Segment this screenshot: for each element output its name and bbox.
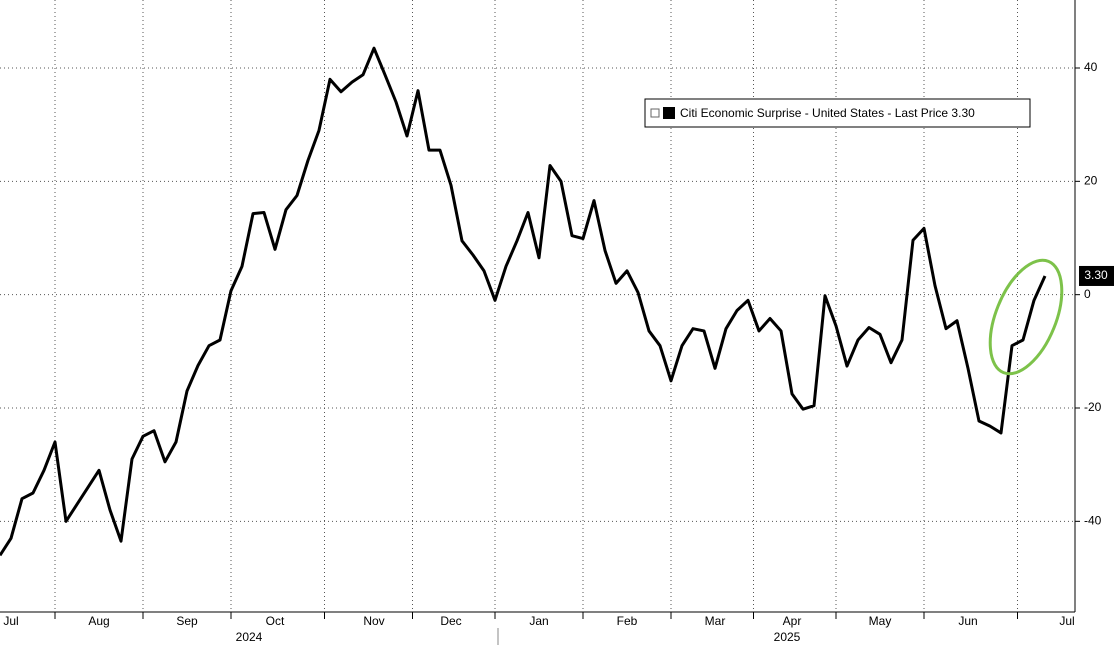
y-tick-label: -40 [1084, 514, 1102, 528]
x-tick-label: Apr [783, 614, 802, 628]
legend-box [644, 98, 1031, 128]
legend: Citi Economic Surprise - United States -… [644, 98, 1031, 128]
x-tick-label: Sep [176, 614, 198, 628]
x-tick-label: Feb [617, 614, 638, 628]
x-tick-label: May [869, 614, 892, 628]
y-tick-label: 20 [1084, 174, 1098, 188]
legend-label: Citi Economic Surprise - United States -… [680, 106, 975, 120]
y-tick-label: 0 [1084, 287, 1091, 301]
x-tick-label: Mar [705, 614, 726, 628]
annotation-ellipse [988, 258, 1064, 376]
x-tick-label: Aug [88, 614, 109, 628]
y-tick-label: 40 [1084, 60, 1098, 74]
last-value-box [1079, 265, 1114, 286]
legend-swatch [663, 107, 675, 119]
year-label: 2024 [236, 630, 263, 644]
x-tick-label: Jul [3, 614, 18, 628]
y-tick-label: -20 [1084, 400, 1102, 414]
x-tick-label: Jul [1059, 614, 1074, 628]
x-tick-label: Dec [440, 614, 461, 628]
x-tick-label: Oct [266, 614, 285, 628]
data-line [0, 46, 1047, 557]
x-tick-label: Jun [958, 614, 977, 628]
year-label: 2025 [774, 630, 801, 644]
x-tick-label: Nov [363, 614, 384, 628]
last-value-label: 3.30 [1084, 268, 1108, 282]
x-tick-label: Jan [529, 614, 548, 628]
legend-toggle [650, 108, 660, 118]
